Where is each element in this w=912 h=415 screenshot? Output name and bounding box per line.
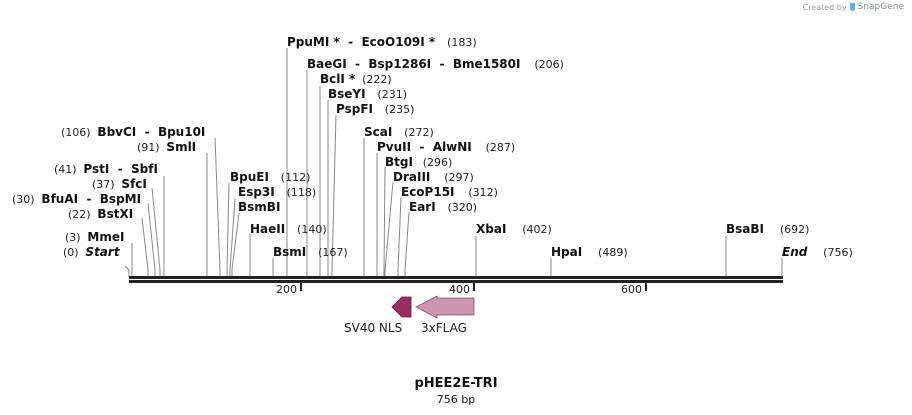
connector-esp3i bbox=[229, 197, 236, 277]
site-ecop15i[interactable]: EcoP15I (312) bbox=[401, 185, 498, 199]
connector-bpuei bbox=[226, 182, 230, 277]
connector-btgi bbox=[383, 166, 386, 277]
site-scai[interactable]: ScaI (272) bbox=[364, 125, 434, 139]
plasmid-length: 756 bp bbox=[436, 393, 476, 406]
site-draiii[interactable]: DraIII (297) bbox=[393, 170, 474, 184]
feature-sv40-nls-arrow[interactable] bbox=[391, 296, 412, 318]
watermark-prefix: Created by bbox=[802, 2, 847, 12]
connector-sfci bbox=[151, 187, 161, 277]
site-bpuei[interactable]: BpuEI (112) bbox=[230, 170, 311, 184]
site-xbai[interactable]: XbaI (402) bbox=[476, 222, 552, 236]
connector-ecop15i bbox=[397, 196, 402, 277]
site-ppumi-ecoo109i[interactable]: PpuMI * - EcoO109I * (183) bbox=[287, 35, 477, 49]
site-baegi-bsp1286i-bme1580i[interactable]: BaeGI - Bsp1286I - Bme1580I (206) bbox=[307, 57, 564, 71]
tick-label-200: 200 bbox=[276, 283, 297, 296]
scale-ticks bbox=[300, 283, 647, 291]
site-bcli[interactable]: BclI * (222) bbox=[320, 72, 392, 86]
tick-label-400: 400 bbox=[449, 283, 470, 296]
site-end[interactable]: End (756) bbox=[782, 245, 853, 259]
site-esp3i[interactable]: Esp3I (118) bbox=[238, 185, 317, 199]
connector-bsmbi bbox=[231, 212, 240, 277]
site-btgi[interactable]: BtgI (296) bbox=[385, 155, 453, 169]
connector-bfuai bbox=[147, 202, 156, 277]
site-eari[interactable]: EarI (320) bbox=[409, 200, 478, 214]
site-pspfi[interactable]: PspFI (235) bbox=[336, 102, 415, 116]
connector-bstxi bbox=[141, 217, 149, 277]
site-bsabi[interactable]: BsaBI (692) bbox=[726, 222, 810, 236]
site-bfuai-bspmi[interactable]: (30) BfuAI - BspMI bbox=[12, 192, 142, 206]
site-bstxi[interactable]: (22) BstXI bbox=[68, 207, 134, 221]
site-haeii[interactable]: HaeII (140) bbox=[250, 222, 327, 236]
site-bseyi[interactable]: BseYI (231) bbox=[328, 87, 408, 101]
site-smli[interactable]: (91) SmlI bbox=[137, 140, 197, 154]
feature-sv40-nls-label[interactable]: SV40 NLS bbox=[344, 321, 403, 335]
site-pvuii-alwni[interactable]: PvuII - AlwNI (287) bbox=[377, 140, 516, 154]
connector-eari bbox=[404, 211, 410, 277]
connector-draiii bbox=[384, 181, 394, 277]
site-mmei[interactable]: (3) MmeI bbox=[65, 230, 125, 244]
site-sfci[interactable]: (37) SfcI bbox=[92, 177, 147, 191]
watermark-brand: SnapGene bbox=[857, 2, 904, 12]
site-psti-sbfi[interactable]: (41) PstI - SbfI bbox=[54, 162, 158, 176]
snapgene-watermark: Created by SnapGene bbox=[803, 2, 904, 12]
backbone-bottom-strand bbox=[129, 280, 783, 283]
snapgene-logo-icon bbox=[849, 3, 855, 11]
plasmid-name: pHEE2E-TRI bbox=[414, 376, 498, 391]
feature-3xflag-arrow[interactable] bbox=[415, 295, 475, 319]
site-start[interactable]: (0) Start bbox=[63, 245, 120, 259]
site-connectors bbox=[124, 48, 783, 277]
site-bbvci-bpu10i[interactable]: (106) BbvCI - Bpu10I bbox=[61, 125, 206, 139]
site-bsmi[interactable]: BsmI (167) bbox=[273, 245, 348, 259]
backbone-top-strand bbox=[129, 276, 783, 279]
connector-start bbox=[124, 265, 130, 277]
connector-bbvci bbox=[214, 137, 221, 277]
feature-3xflag-label[interactable]: 3xFLAG bbox=[421, 321, 467, 335]
tick-label-600: 600 bbox=[621, 283, 642, 296]
site-bsmbi[interactable]: BsmBI bbox=[238, 200, 281, 214]
site-hpai[interactable]: HpaI (489) bbox=[551, 245, 628, 259]
connector-pspfi bbox=[331, 114, 337, 277]
